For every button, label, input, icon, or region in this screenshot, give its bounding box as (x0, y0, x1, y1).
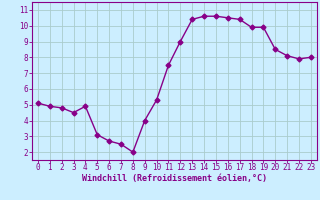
X-axis label: Windchill (Refroidissement éolien,°C): Windchill (Refroidissement éolien,°C) (82, 174, 267, 183)
